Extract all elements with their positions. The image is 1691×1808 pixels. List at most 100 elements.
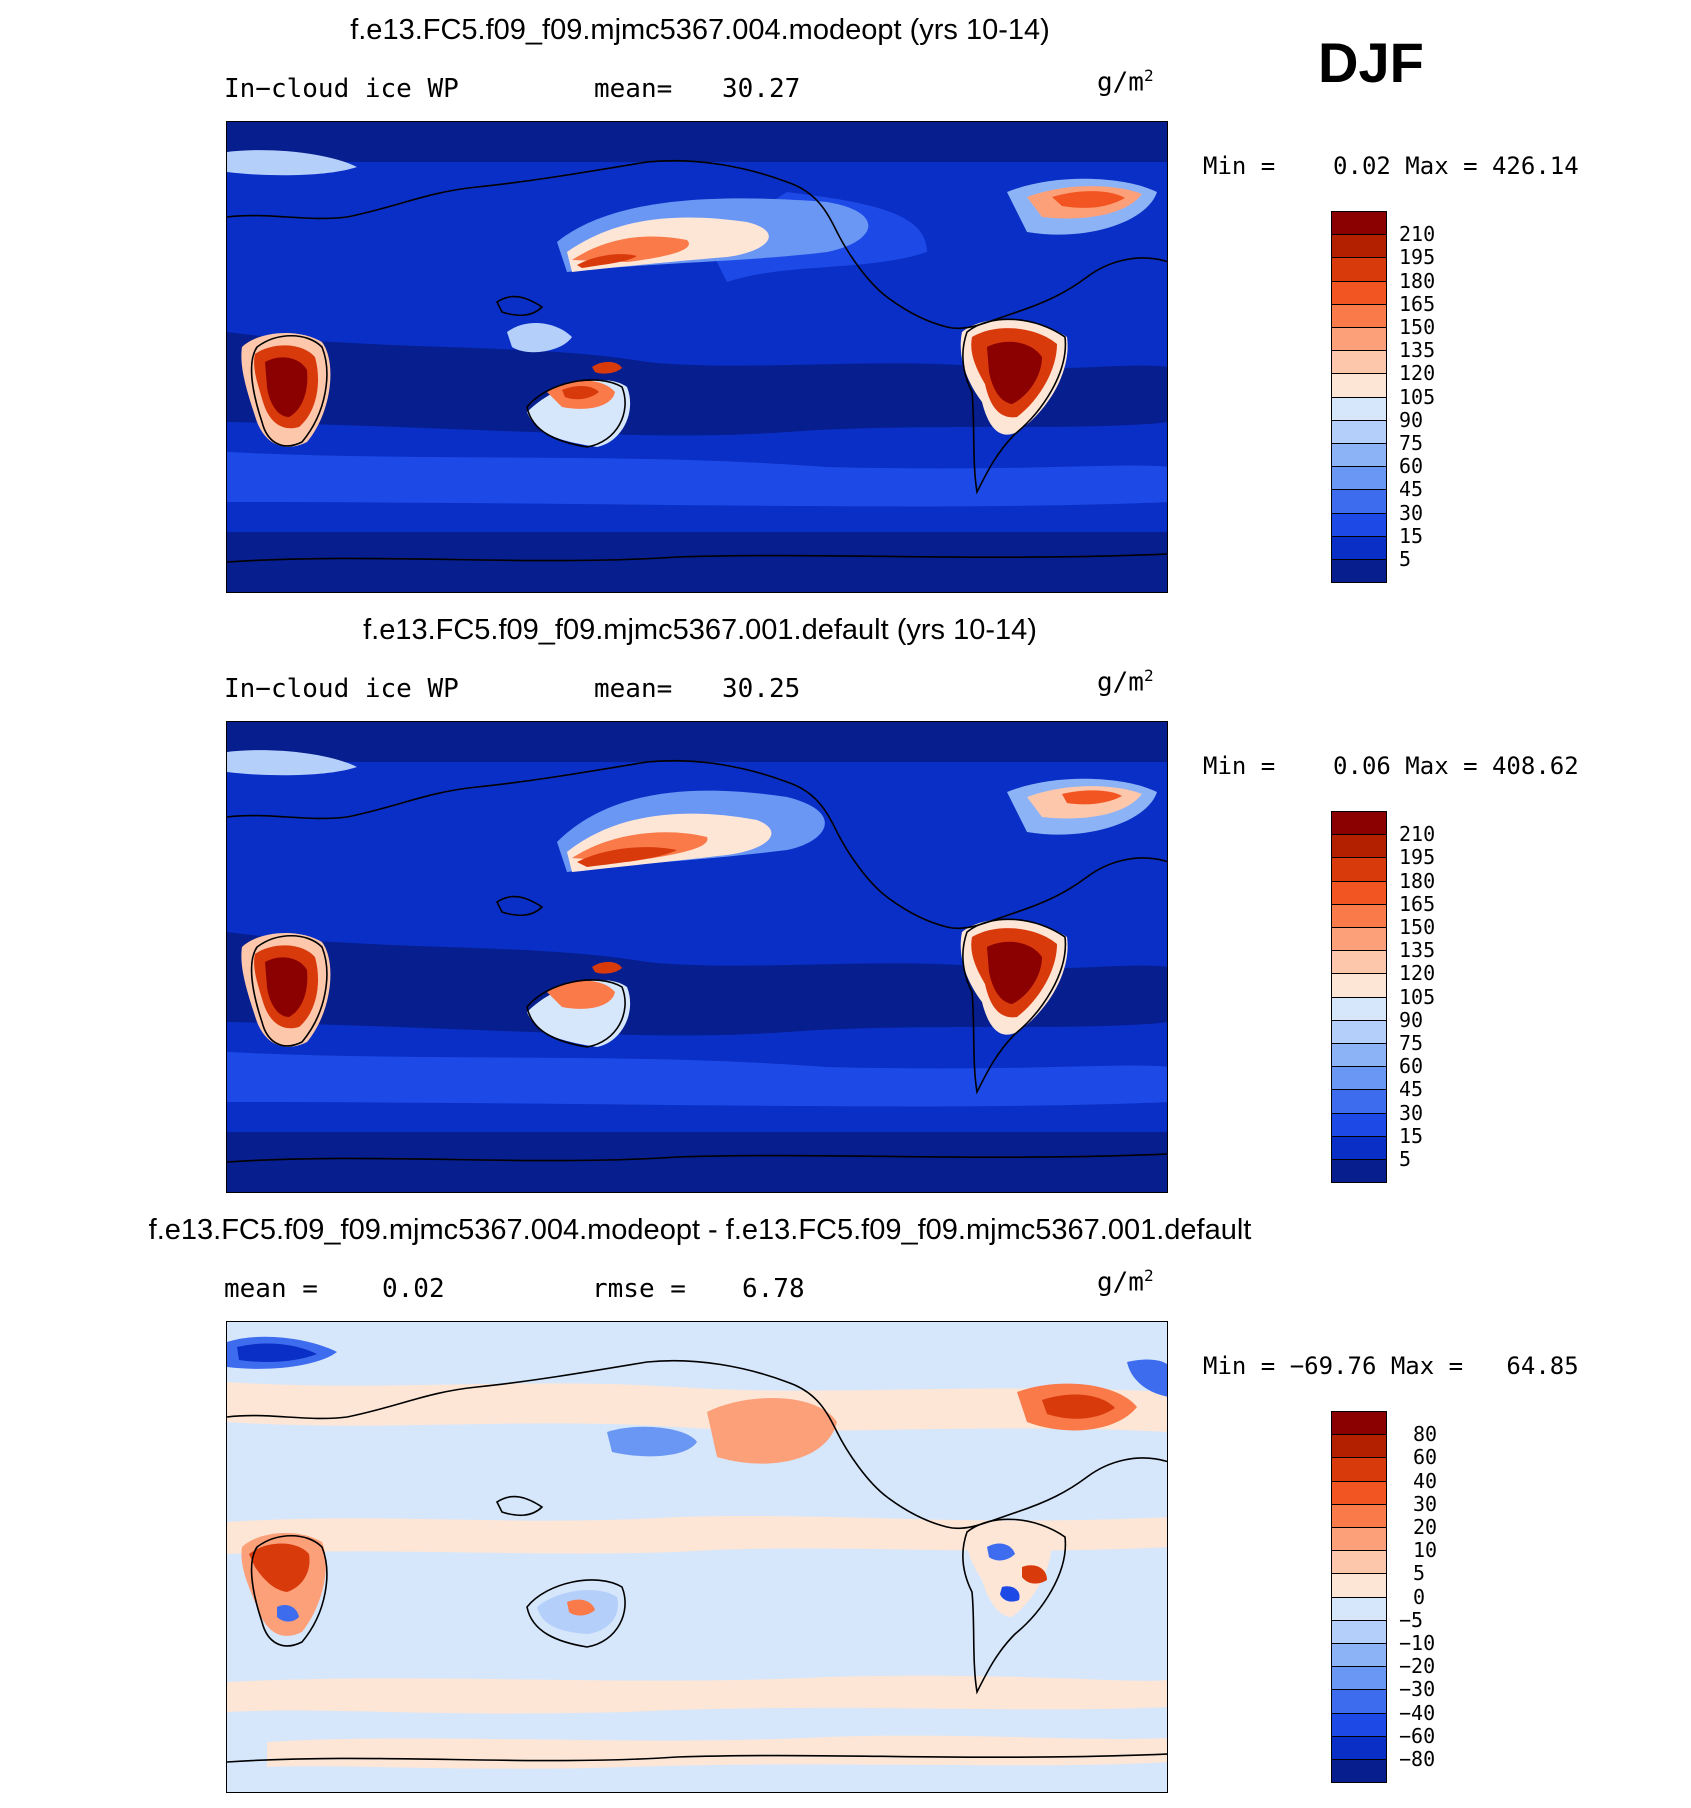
colorbar-tick-label: 75 (1399, 1031, 1424, 1055)
colorbar-box (1331, 996, 1387, 1021)
colorbar-tick-label: 165 (1399, 891, 1436, 916)
colorbar-box (1331, 327, 1387, 352)
colorbar-tick-label: −30 (1399, 1677, 1436, 1702)
colorbar-tick-label: 5 (1413, 1561, 1426, 1586)
colorbar-tick-label: 90 (1399, 407, 1424, 432)
colorbar-tick-label: 165 (1399, 291, 1436, 316)
colorbar-box (1331, 1712, 1387, 1737)
colorbar-box (1331, 512, 1387, 537)
colorbar-tick-label: 120 (1399, 361, 1436, 386)
colorbar-box (1331, 950, 1387, 975)
colorbar-box (1331, 1434, 1387, 1459)
panel1-title: f.e13.FC5.f09_f09.mjmc5367.004.modeopt (… (350, 14, 1050, 46)
panel1-min-max: Min = 0.02 Max = 426.14 (1203, 152, 1579, 180)
colorbar-box (1331, 973, 1387, 998)
colorbar-tick-label: 60 (1399, 1054, 1424, 1079)
colorbar-tick-label: 60 (1399, 454, 1424, 479)
colorbar-tick-label: 105 (1399, 384, 1436, 409)
colorbar-box (1331, 1573, 1387, 1598)
colorbar-tick-label: −60 (1399, 1723, 1436, 1748)
colorbar-tick-label: 150 (1399, 915, 1436, 939)
colorbar-box (1331, 1066, 1387, 1091)
colorbar-box (1331, 1619, 1387, 1644)
colorbar-tick-label: 45 (1399, 477, 1424, 502)
panel3-rmse-label: rmse = (592, 1274, 686, 1304)
colorbar-tick-label: 10 (1413, 1538, 1438, 1563)
colorbar-box (1331, 373, 1387, 398)
colorbar-tick-label: 195 (1399, 845, 1436, 870)
panel3-units-base: g/m (1097, 1267, 1144, 1298)
panel3-title: f.e13.FC5.f09_f09.mjmc5367.004.modeopt -… (148, 1214, 1252, 1246)
panel2-mean-label: mean= (594, 674, 673, 704)
colorbar-box (1331, 1550, 1387, 1575)
colorbar-box (1331, 489, 1387, 514)
colorbar-box (1331, 466, 1387, 491)
colorbar-tick-label: 30 (1399, 500, 1424, 525)
colorbar-tick-label: 5 (1399, 547, 1412, 571)
colorbar-box (1331, 559, 1387, 584)
panel2-variable-label: In−cloud ice WP (224, 674, 459, 704)
colorbar-tick-label: 180 (1399, 268, 1436, 293)
colorbar-box (1331, 1643, 1387, 1668)
colorbar-box (1331, 1759, 1387, 1784)
panel1-variable-label: In−cloud ice WP (224, 74, 459, 104)
colorbar-tick-label: 180 (1399, 868, 1436, 893)
colorbar-tick-label: 0 (1413, 1584, 1426, 1609)
colorbar-box (1331, 1457, 1387, 1482)
panel2-units: g/m2 (1097, 666, 1154, 698)
panel2-units-base: g/m (1097, 667, 1144, 698)
colorbar-tick-label: 120 (1399, 961, 1436, 986)
panel1-units-exponent: 2 (1143, 66, 1154, 85)
colorbar-box (1331, 1503, 1387, 1528)
colorbar-tick-label: 90 (1399, 1007, 1424, 1032)
colorbar-box (1331, 880, 1387, 905)
colorbar-box (1331, 1480, 1387, 1505)
colorbar-tick-label: −40 (1399, 1700, 1436, 1725)
panel2-title: f.e13.FC5.f09_f09.mjmc5367.001.default (… (363, 614, 1037, 646)
colorbar-tick-label: 210 (1399, 222, 1436, 247)
colorbar-tick-label: 60 (1413, 1445, 1438, 1470)
colorbar-tick-label: 30 (1399, 1100, 1424, 1125)
colorbar-tick-label: 150 (1399, 315, 1436, 339)
colorbar-tick-label: 15 (1399, 523, 1424, 548)
colorbar-tick-label: −5 (1399, 1607, 1424, 1632)
colorbar-box (1331, 1019, 1387, 1044)
colorbar-tick-label: −80 (1399, 1747, 1436, 1771)
colorbar-box (1331, 535, 1387, 560)
panel2-min-max: Min = 0.06 Max = 408.62 (1203, 752, 1579, 780)
panel1-map (226, 121, 1168, 593)
colorbar-box (1331, 1527, 1387, 1552)
colorbar-box (1331, 1112, 1387, 1137)
colorbar-box (1331, 1089, 1387, 1114)
panel3-units-exponent: 2 (1143, 1266, 1154, 1285)
panel3-mean-value: 0.02 (382, 1274, 445, 1304)
panel3-units: g/m2 (1097, 1266, 1154, 1298)
colorbar-box (1331, 1411, 1387, 1436)
colorbar-box (1331, 257, 1387, 282)
colorbar-box (1331, 234, 1387, 259)
colorbar-box (1331, 1689, 1387, 1714)
colorbar-box (1331, 903, 1387, 928)
colorbar-box (1331, 211, 1387, 236)
colorbar-tick-label: −10 (1399, 1631, 1436, 1655)
colorbar-tick-label: 210 (1399, 822, 1436, 847)
colorbar-box (1331, 303, 1387, 328)
colorbar-tick-label: 40 (1413, 1468, 1438, 1493)
colorbar-box (1331, 1043, 1387, 1068)
panel3-mean-label: mean = (224, 1274, 318, 1304)
colorbar-box (1331, 419, 1387, 444)
colorbar-tick-label: 20 (1413, 1515, 1438, 1539)
panel1-units-base: g/m (1097, 67, 1144, 98)
colorbar-box (1331, 857, 1387, 882)
colorbar-box (1331, 350, 1387, 375)
panel2-map (226, 721, 1168, 1193)
colorbar-tick-label: −20 (1399, 1654, 1436, 1679)
colorbar-box (1331, 811, 1387, 836)
colorbar-tick-label: 30 (1413, 1491, 1438, 1516)
panel1-mean-value: 30.27 (722, 74, 801, 104)
colorbar-tick-label: 5 (1399, 1147, 1412, 1171)
colorbar-box (1331, 1135, 1387, 1160)
colorbar-tick-label: 135 (1399, 938, 1436, 963)
colorbar-tick-label: 195 (1399, 245, 1436, 270)
colorbar-box (1331, 443, 1387, 468)
